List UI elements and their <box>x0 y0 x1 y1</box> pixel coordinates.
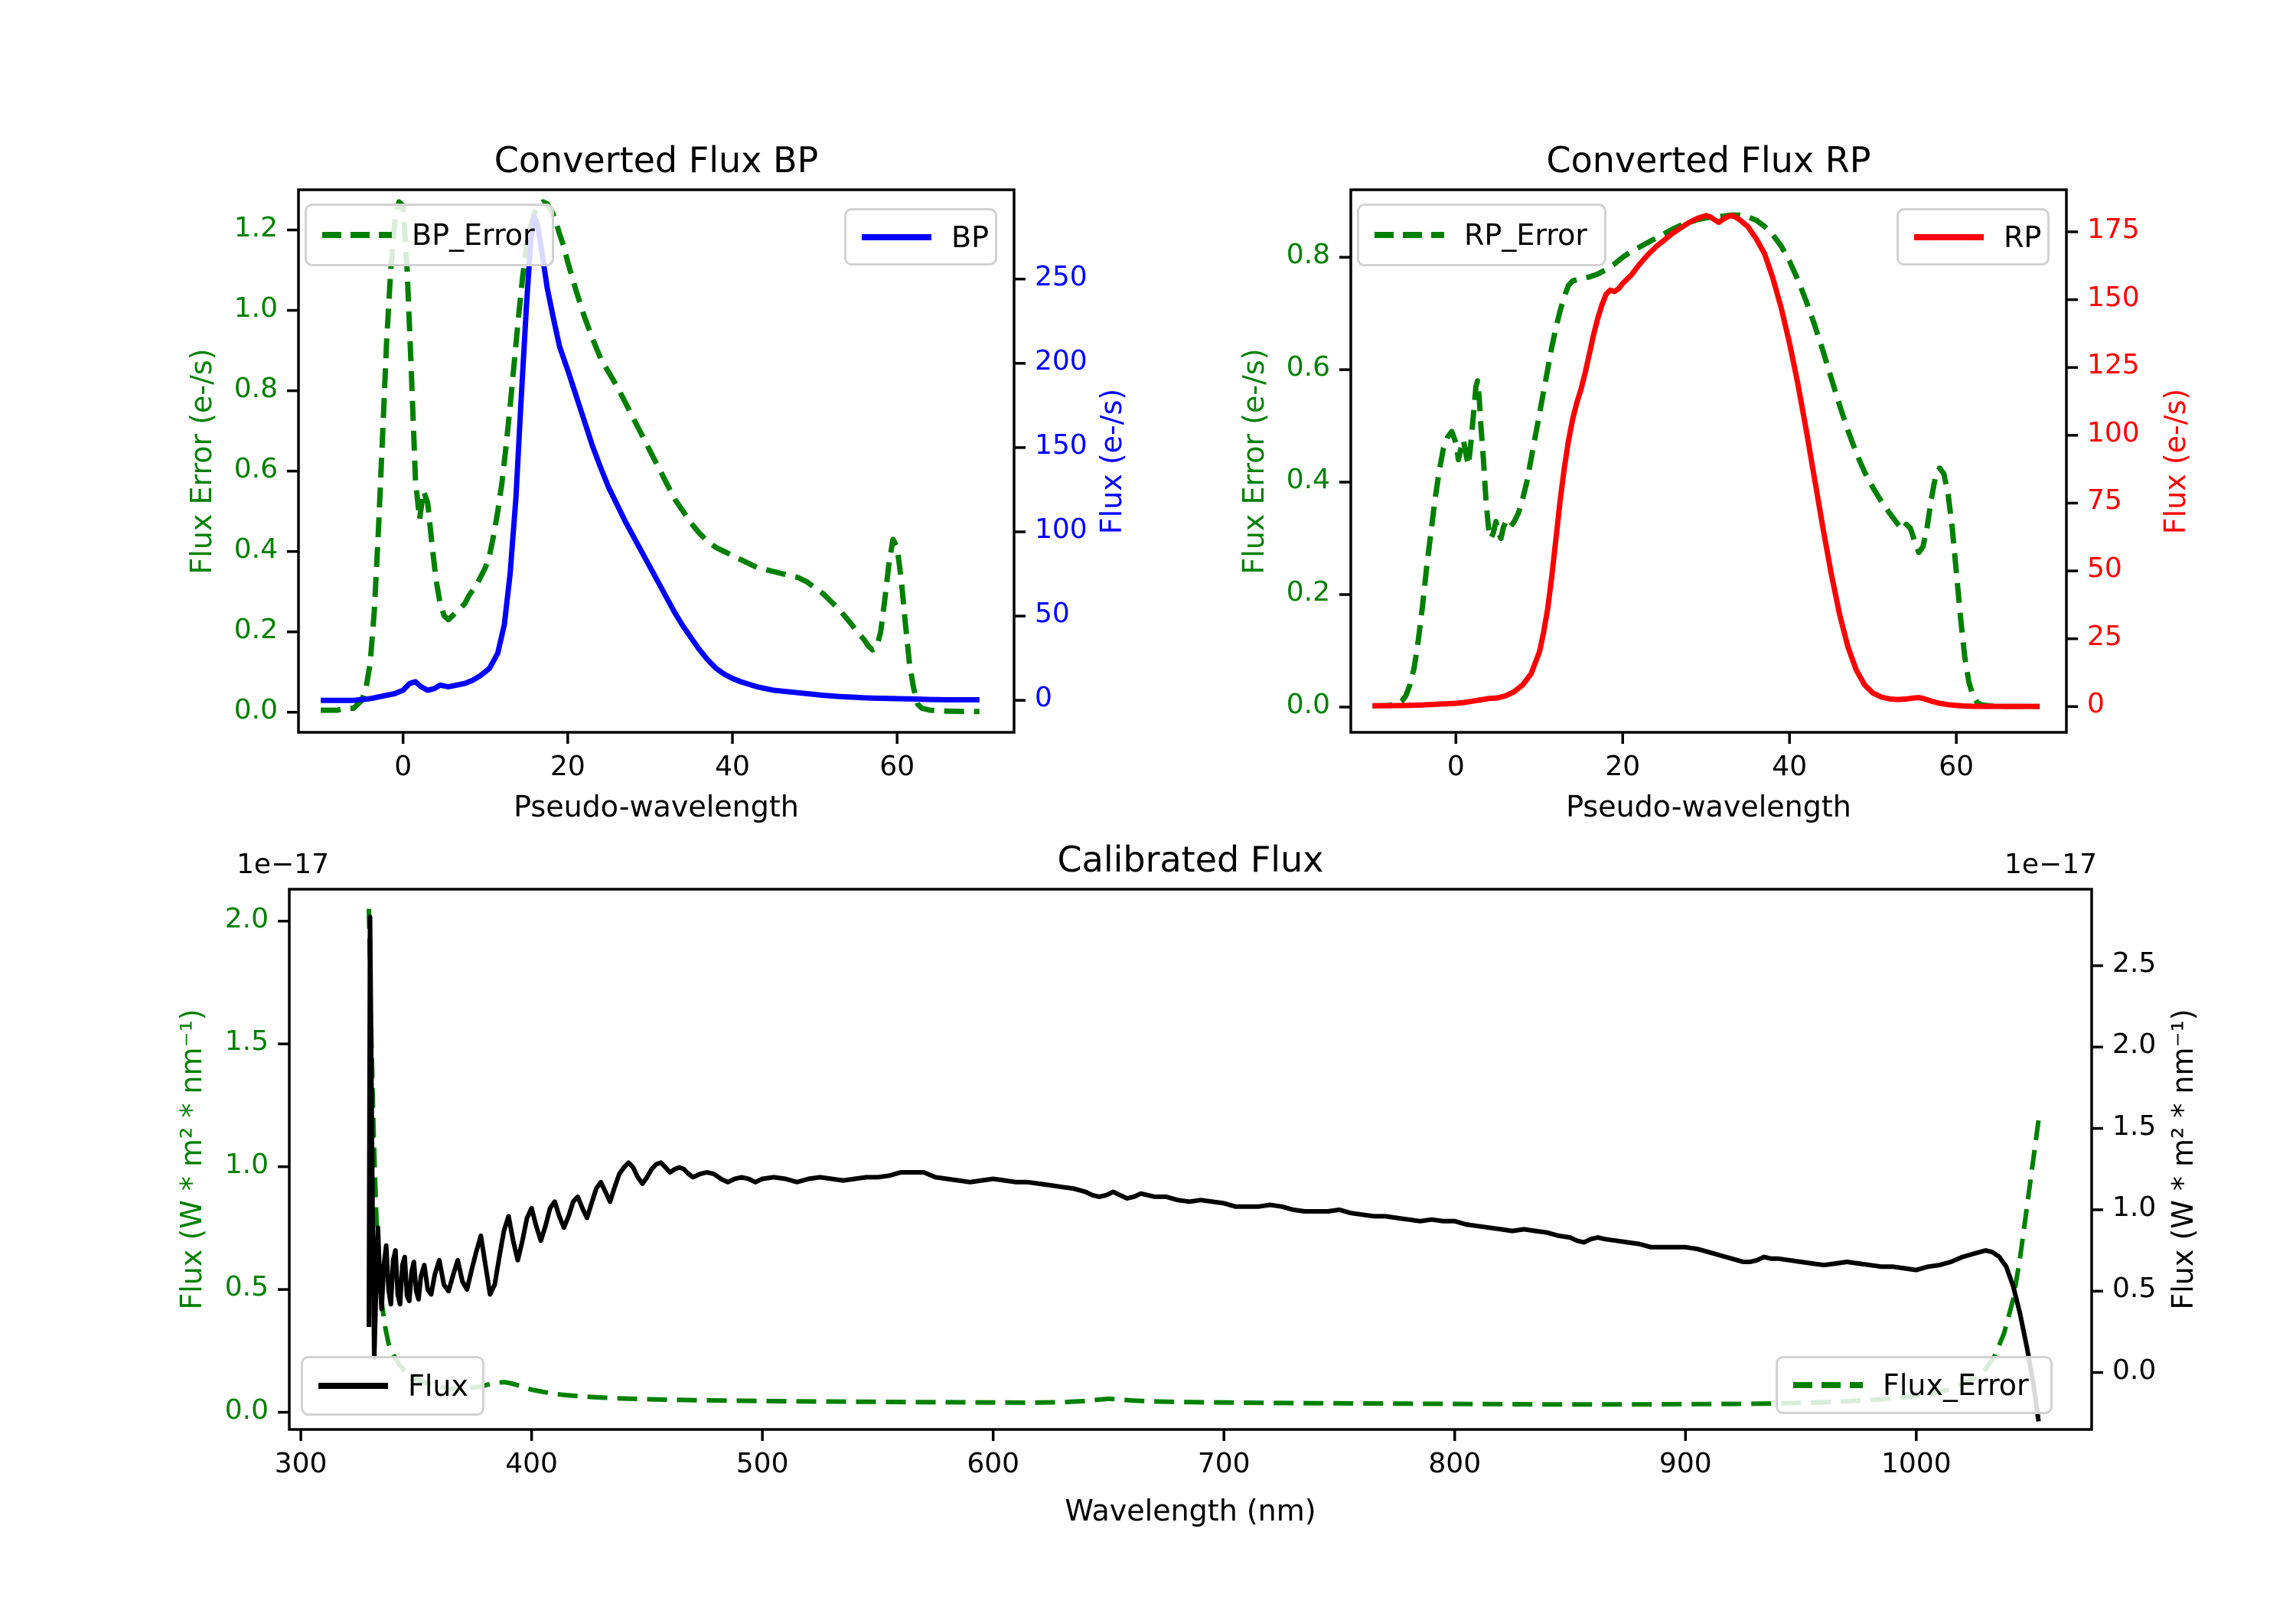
y-tick-label-right: 75 <box>2087 484 2122 517</box>
page-title: Calibrated Flux <box>1057 839 1324 880</box>
legend-line-sample <box>322 232 392 238</box>
y-tick-label-right: 2.5 <box>2112 947 2157 979</box>
legend-flux_error: Flux_Error <box>1776 1356 2053 1414</box>
y-tick-label-left: 0.8 <box>233 372 278 404</box>
y-tick-label-left: 1.0 <box>233 292 278 324</box>
legend-line-sample <box>1375 232 1444 238</box>
y-tick-label-right: 1.0 <box>2112 1191 2157 1223</box>
y-tick-label-left: 1.0 <box>224 1148 269 1180</box>
page-title: Converted Flux BP <box>494 139 819 181</box>
y-tick-label-left: 0.0 <box>233 693 278 725</box>
x-tick-label: 0 <box>1446 751 1465 782</box>
y-tick-label-left: 0.0 <box>224 1393 269 1426</box>
legend-label: RP <box>2004 220 2042 254</box>
x-tick-label: 60 <box>1939 751 1975 782</box>
x-tick-label: 700 <box>1197 1448 1251 1479</box>
page-title: Converted Flux RP <box>1546 139 1871 181</box>
y-tick-label-left: 0.2 <box>1286 575 1330 608</box>
series-rp <box>1372 213 2040 709</box>
y-tick-label-right: 150 <box>2087 281 2140 313</box>
x-tick-label: 800 <box>1428 1448 1482 1479</box>
y-tick-label-right: 100 <box>1035 513 1088 545</box>
legend-rp: RP <box>1896 208 2050 266</box>
y-tick-label-right: 250 <box>1035 260 1088 292</box>
y-tick-label-right: 100 <box>2087 416 2140 448</box>
legend-line-sample <box>1793 1382 1863 1388</box>
legend-label: RP_Error <box>1464 218 1587 252</box>
y-tick-label-left: 0.4 <box>233 533 278 565</box>
y-axis-label-right: Flux (e-/s) <box>2158 388 2192 534</box>
x-axis-label: Pseudo-wavelength <box>514 790 799 823</box>
y-tick-label-left: 2.0 <box>224 902 269 934</box>
series-bp <box>321 214 980 703</box>
y-tick-label-right: 0 <box>1035 682 1052 714</box>
y-tick-label-left: 1.5 <box>224 1025 269 1058</box>
y-tick-label-right: 125 <box>2087 349 2140 381</box>
series-bp_error <box>321 199 980 715</box>
y-tick-label-left: 0.2 <box>233 613 278 645</box>
y-tick-label-left: 1.2 <box>233 211 278 243</box>
legend-label: BP_Error <box>412 218 535 252</box>
legend-bp: BP <box>844 208 997 266</box>
x-tick-label: 0 <box>394 751 413 782</box>
axes-spines <box>1349 188 2068 734</box>
y-tick-label-right: 1.5 <box>2112 1110 2157 1142</box>
legend-line-sample <box>862 233 931 240</box>
axis-offset-text-left: 1e−17 <box>236 849 329 880</box>
x-tick-label: 20 <box>1605 751 1641 782</box>
legend-rp_error: RP_Error <box>1357 204 1606 266</box>
y-tick-label-left: 0.5 <box>224 1271 269 1303</box>
x-tick-label: 1000 <box>1881 1448 1952 1479</box>
y-tick-label-right: 0 <box>2087 688 2105 720</box>
legend-bp_error: BP_Error <box>305 204 554 266</box>
y-tick-label-left: 0.4 <box>1286 464 1330 496</box>
y-tick-label-right: 50 <box>2087 553 2122 585</box>
y-tick-label-right: 175 <box>2087 213 2140 245</box>
x-axis-label: Wavelength (nm) <box>1065 1494 1316 1527</box>
x-tick-label: 600 <box>967 1448 1020 1479</box>
legend-label: BP <box>951 220 989 254</box>
series-flux_error <box>367 908 2041 1407</box>
axes-spines <box>297 188 1016 734</box>
legend-line-sample <box>1914 233 1984 240</box>
y-tick-label-right: 25 <box>2087 620 2122 652</box>
y-tick-label-right: 200 <box>1035 344 1088 376</box>
x-tick-label: 20 <box>550 751 585 782</box>
x-tick-label: 40 <box>715 751 750 782</box>
axes-spines <box>288 888 2093 1431</box>
y-tick-label-left: 0.0 <box>1286 688 1330 720</box>
x-tick-label: 40 <box>1772 751 1808 782</box>
x-tick-label: 60 <box>879 751 915 782</box>
y-tick-label-left: 0.6 <box>233 452 278 484</box>
series-flux <box>367 914 2041 1422</box>
y-tick-label-left: 0.8 <box>1286 239 1330 271</box>
x-axis-label: Pseudo-wavelength <box>1566 790 1851 823</box>
y-tick-label-left: 0.6 <box>1286 351 1330 383</box>
y-tick-label-right: 50 <box>1035 598 1070 630</box>
series-rp_error <box>1372 212 2040 709</box>
legend-flux: Flux <box>301 1356 484 1416</box>
legend-line-sample <box>318 1383 388 1389</box>
legend-label: Flux_Error <box>1883 1368 2029 1402</box>
y-tick-label-right: 0.5 <box>2112 1273 2157 1305</box>
y-tick-label-right: 0.0 <box>2112 1354 2157 1386</box>
x-tick-label: 900 <box>1658 1448 1712 1479</box>
x-tick-label: 300 <box>274 1448 328 1479</box>
x-tick-label: 400 <box>505 1448 558 1479</box>
x-tick-label: 500 <box>735 1448 789 1479</box>
axis-offset-text-right: 1e−17 <box>2004 849 2097 880</box>
y-axis-label-right: Flux (e-/s) <box>1094 388 1128 534</box>
y-tick-label-right: 2.0 <box>2112 1028 2157 1061</box>
y-tick-label-right: 150 <box>1035 429 1088 461</box>
legend-label: Flux <box>408 1369 468 1403</box>
